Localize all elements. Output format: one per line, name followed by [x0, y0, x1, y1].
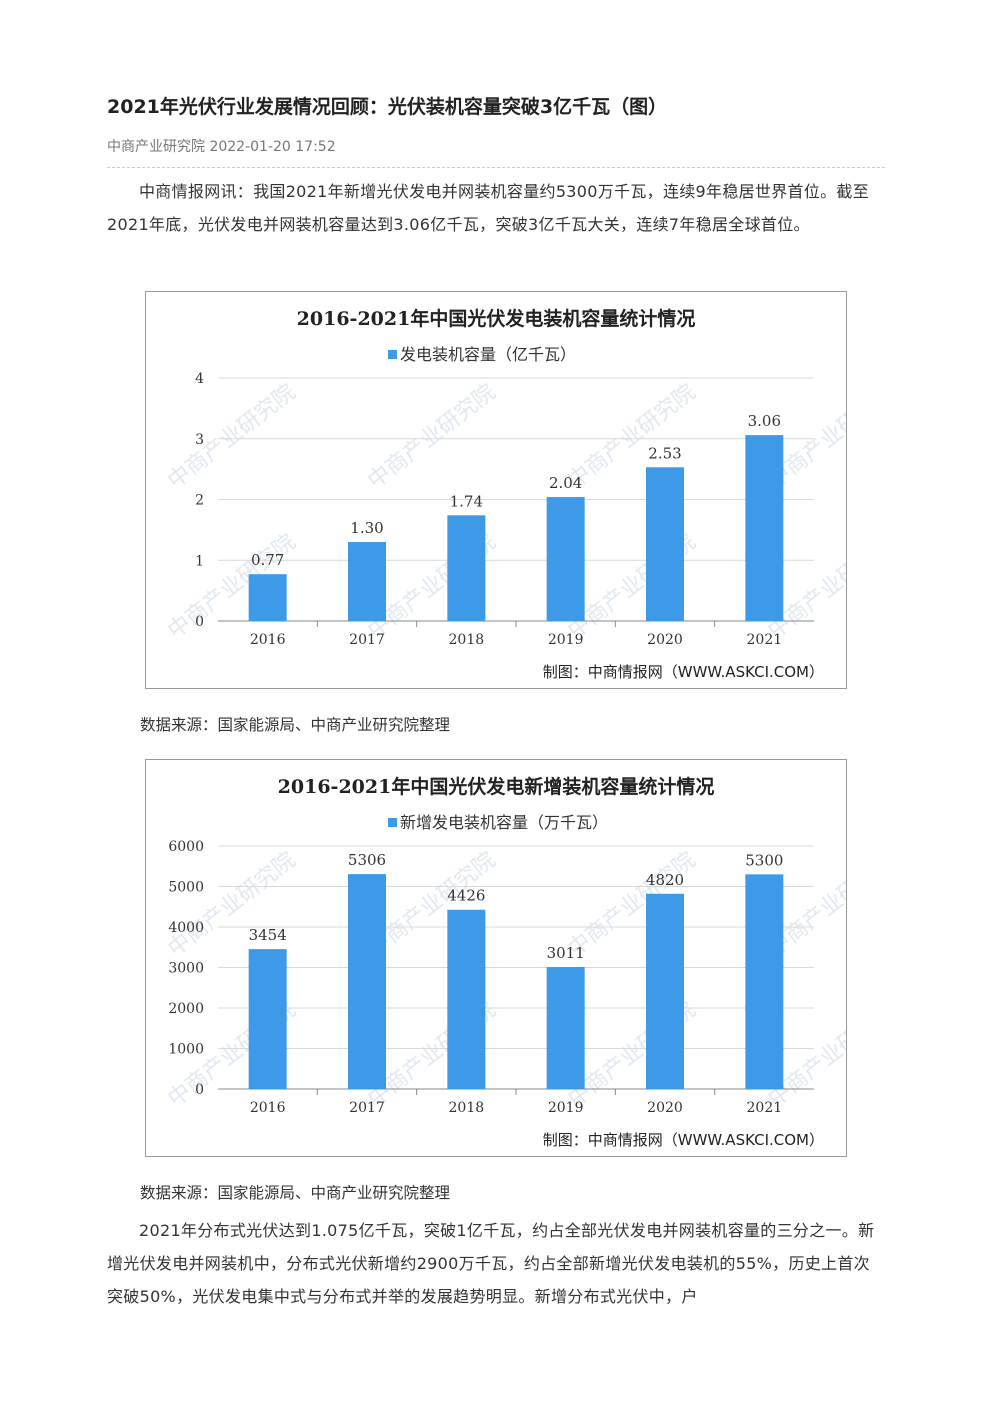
chart2-caption: 数据来源：国家能源局、中商产业研究院整理	[140, 1184, 451, 1202]
bar	[646, 893, 684, 1089]
x-tick-label: 2018	[449, 1100, 485, 1116]
chart-new-capacity: 中商产业研究院 中商产业研究院 中商产业研究院 中商产业研究院 中商产业研究院 中商产业研…	[145, 759, 847, 1157]
article-datetime: 2022-01-20 17:52	[209, 139, 336, 155]
watermark-text: 中商产业研究院	[164, 380, 301, 495]
data-label: 4426	[447, 887, 485, 905]
y-tick-label: 3	[195, 432, 204, 448]
bar	[546, 967, 585, 1089]
y-tick-label: 2	[195, 493, 204, 509]
x-tick-label: 2018	[449, 632, 485, 648]
bar	[348, 542, 386, 621]
data-label: 3.06	[748, 412, 781, 430]
y-tick-label: 0	[195, 614, 204, 630]
y-tick-label: 4000	[168, 920, 204, 936]
chart-installed-capacity: 中商产业研究院 中商产业研究院 中商产业研究院 中商产业研究院 中商产业研究院 中商产业研…	[145, 291, 847, 689]
x-tick-label: 2019	[548, 632, 584, 648]
bar	[447, 515, 486, 621]
x-tick-label: 2020	[647, 1100, 683, 1116]
x-tick-label: 2016	[250, 632, 286, 648]
data-label: 2.53	[648, 444, 681, 462]
y-tick-label: 3000	[168, 961, 204, 977]
data-label: 2.04	[549, 474, 582, 492]
article-source[interactable]: 中商产业研究院	[107, 139, 205, 155]
chart-credit: 制图：中商情报网（WWW.ASKCI.COM）	[543, 663, 824, 681]
chart-title: 2016-2021年中国光伏发电新增装机容量统计情况	[278, 775, 715, 798]
x-tick-label: 2020	[647, 632, 683, 648]
watermark-text: 中商产业研究院	[164, 848, 301, 963]
chart-credit: 制图：中商情报网（WWW.ASKCI.COM）	[543, 1131, 824, 1149]
bar	[248, 574, 287, 621]
y-tick-label: 5000	[168, 880, 204, 896]
paragraph-distributed: 2021年分布式光伏达到1.075亿千瓦，突破1亿千瓦，约占全部光伏发电并网装机…	[107, 1221, 875, 1306]
data-label: 1.30	[350, 519, 383, 537]
data-label: 5300	[745, 851, 783, 869]
x-tick-label: 2017	[349, 1100, 385, 1116]
y-tick-label: 6000	[168, 839, 204, 855]
x-tick-label: 2021	[747, 632, 783, 648]
data-label: 0.77	[251, 551, 284, 569]
y-tick-label: 4	[195, 371, 204, 387]
watermark-text: 中商产业研究院	[364, 380, 501, 495]
bar	[745, 874, 784, 1089]
legend-swatch	[388, 350, 397, 359]
chart1-caption: 数据来源：国家能源局、中商产业研究院整理	[140, 716, 451, 734]
legend-label: 发电装机容量（亿千瓦）	[400, 345, 576, 364]
chart-title: 2016-2021年中国光伏发电装机容量统计情况	[297, 307, 696, 330]
bar	[745, 435, 784, 621]
title-divider	[107, 167, 885, 168]
y-tick-label: 0	[195, 1082, 204, 1098]
x-tick-label: 2017	[349, 632, 385, 648]
article-meta: 中商产业研究院 2022-01-20 17:52	[107, 136, 336, 156]
data-label: 1.74	[450, 492, 483, 510]
bar	[546, 497, 585, 621]
data-label: 5306	[348, 851, 386, 869]
bar	[447, 909, 486, 1089]
x-tick-label: 2016	[250, 1100, 286, 1116]
data-label: 3011	[547, 944, 585, 962]
x-tick-label: 2021	[747, 1100, 783, 1116]
y-tick-label: 2000	[168, 1001, 204, 1017]
bar	[348, 874, 386, 1089]
legend-swatch	[388, 818, 397, 827]
data-label: 3454	[249, 926, 287, 944]
x-tick-label: 2019	[548, 1100, 584, 1116]
paragraph-intro: 中商情报网讯：我国2021年新增光伏发电并网装机容量约5300万千瓦，连续9年稳…	[107, 182, 870, 234]
bar	[646, 467, 684, 621]
legend-label: 新增发电装机容量（万千瓦）	[400, 813, 608, 832]
article-title: 2021年光伏行业发展情况回顾：光伏装机容量突破3亿千瓦（图）	[107, 96, 668, 118]
y-tick-label: 1000	[168, 1042, 204, 1058]
y-tick-label: 1	[195, 553, 204, 569]
data-label: 4820	[646, 871, 684, 889]
bar	[248, 949, 287, 1089]
